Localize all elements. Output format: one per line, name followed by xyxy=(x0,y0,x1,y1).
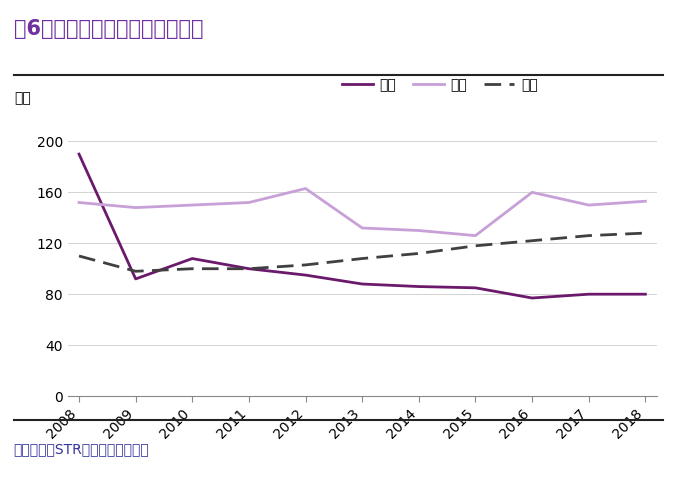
美国 xyxy=(358,256,366,261)
日本 xyxy=(528,189,536,195)
日本 xyxy=(301,185,309,191)
Legend: 中国, 日本, 美国: 中国, 日本, 美国 xyxy=(336,72,544,98)
美国 xyxy=(471,243,479,249)
日本 xyxy=(471,233,479,239)
Text: 图6：中国酒店平均房价持续下降: 图6：中国酒店平均房价持续下降 xyxy=(14,19,203,39)
中国 xyxy=(301,272,309,278)
中国 xyxy=(245,266,253,271)
美国 xyxy=(301,262,309,268)
日本 xyxy=(131,205,139,211)
美国 xyxy=(131,269,139,274)
美国 xyxy=(641,230,649,236)
日本 xyxy=(245,199,253,205)
Line: 美国: 美国 xyxy=(79,233,645,271)
中国 xyxy=(75,151,83,157)
Text: 资料来源：STR，光大证券研究所: 资料来源：STR，光大证券研究所 xyxy=(14,442,150,456)
日本 xyxy=(75,199,83,205)
日本 xyxy=(415,227,423,233)
中国 xyxy=(471,285,479,291)
Line: 日本: 日本 xyxy=(79,188,645,236)
中国 xyxy=(358,281,366,287)
美国 xyxy=(75,253,83,259)
美国 xyxy=(585,233,593,239)
美国 xyxy=(415,251,423,256)
中国 xyxy=(641,291,649,297)
Text: 美元: 美元 xyxy=(15,91,31,105)
中国 xyxy=(131,276,139,282)
美国 xyxy=(188,266,196,271)
美国 xyxy=(528,238,536,243)
中国 xyxy=(585,291,593,297)
日本 xyxy=(188,202,196,208)
美国 xyxy=(245,266,253,271)
日本 xyxy=(585,202,593,208)
中国 xyxy=(188,256,196,261)
日本 xyxy=(358,225,366,231)
日本 xyxy=(641,199,649,204)
中国 xyxy=(415,284,423,289)
中国 xyxy=(528,295,536,301)
Line: 中国: 中国 xyxy=(79,154,645,298)
